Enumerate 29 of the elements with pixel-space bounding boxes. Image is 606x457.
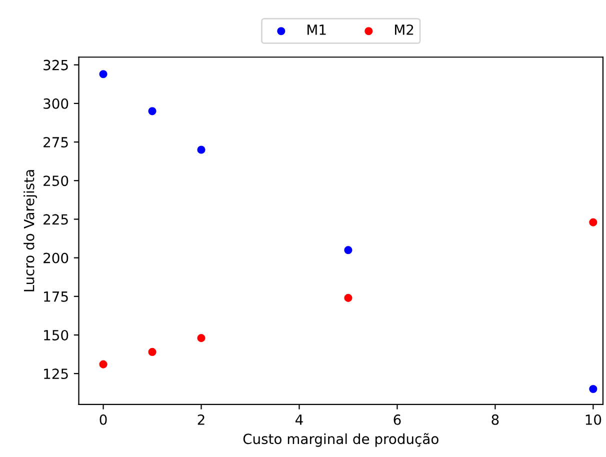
point — [148, 347, 158, 357]
y-tick-label: 225 — [44, 214, 68, 225]
point — [98, 69, 108, 79]
x-tick-label: 10 — [586, 414, 602, 425]
point — [196, 333, 206, 343]
legend-label: M1 — [308, 24, 326, 35]
point — [196, 144, 206, 154]
y-tick-label: 325 — [44, 60, 68, 70]
y-tick-label: 125 — [44, 368, 68, 380]
point — [588, 218, 598, 228]
y-tick-label: 200 — [44, 252, 68, 264]
legend-label: M2 — [395, 24, 414, 35]
y-tick-label: 275 — [44, 136, 68, 148]
y-tick-label: 175 — [44, 292, 68, 302]
x-tick-label: 4 — [295, 414, 303, 425]
x-tick-label: 2 — [198, 414, 204, 425]
point — [343, 245, 353, 255]
point — [98, 360, 108, 370]
y-tick-label: 300 — [44, 98, 68, 109]
x-tick-label: 8 — [492, 414, 499, 425]
point — [588, 384, 598, 394]
point — [148, 106, 158, 116]
x-axis-title: Custo marginal de produção — [243, 433, 438, 447]
y-tick-label: 150 — [44, 330, 68, 340]
y-tick-label: 250 — [44, 176, 68, 186]
x-tick-label: 6 — [394, 414, 401, 425]
point — [343, 293, 353, 303]
y-axis-title: Lucro do Varejista — [24, 170, 37, 292]
x-tick-label: 0 — [100, 414, 107, 425]
